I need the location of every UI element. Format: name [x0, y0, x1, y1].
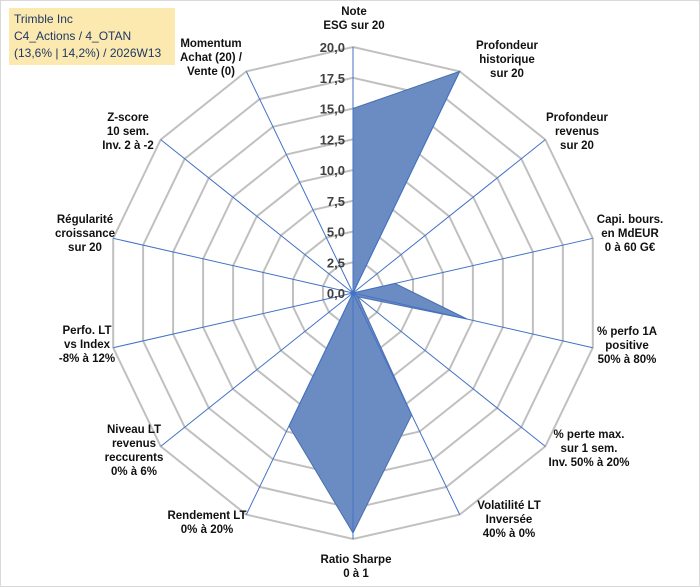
- axis-label-line: reccurents: [105, 452, 164, 464]
- axis-label-line: Inv. 2 à -2: [102, 140, 154, 152]
- axis-label-line: Inv. 50% à 20%: [549, 457, 630, 469]
- axis-spoke: [113, 237, 354, 294]
- axis-label-line: en MdEUR: [601, 228, 659, 240]
- axis-label-line: Profondeur: [546, 112, 608, 124]
- tick-label: 15,0: [320, 102, 345, 117]
- axis-label: Note ESG sur 20: [323, 6, 384, 32]
- axis-spoke: [352, 71, 461, 294]
- axis-label: Capi. bours. en MdEUR 0 à 60 G€: [597, 214, 663, 254]
- tick-label: 10,0: [320, 163, 345, 178]
- axis-label-line: Capi. bours.: [597, 214, 663, 226]
- axis-spoke: [352, 292, 593, 349]
- axis-label-line: % perfo 1A: [597, 326, 657, 338]
- axis-label-line: Niveau LT: [107, 424, 161, 436]
- tick-label: 17,5: [320, 71, 345, 86]
- axis-label-line: 10 sem.: [107, 126, 149, 138]
- axis-spoke: [113, 292, 354, 349]
- axis-label-line: Profondeur: [476, 40, 538, 52]
- axis-label-line: -8% à 12%: [59, 353, 115, 365]
- axis-label-line: sur 1 sem.: [561, 443, 618, 455]
- axis-label: Régularité croissance sur 20: [55, 214, 115, 254]
- axis-label-line: 40% à 0%: [483, 528, 535, 540]
- portfolio-path: C4_Actions / 4_OTAN: [14, 29, 132, 43]
- axis-label: % perfo 1A positive 50% à 80%: [597, 326, 657, 366]
- axis-label-line: positive: [605, 340, 648, 352]
- tick-label: 5,0: [327, 225, 345, 240]
- axis-label-line: Rendement LT: [167, 510, 246, 522]
- tick-label: 7,5: [327, 194, 345, 209]
- axis-label-line: Note: [341, 6, 367, 18]
- axis-label: % perte max. sur 1 sem. Inv. 50% à 20%: [549, 429, 630, 469]
- axis-label-line: Volatilité LT: [477, 500, 540, 512]
- axis-label-line: sur 20: [68, 242, 102, 254]
- axis-label-line: Achat (20) /: [180, 52, 243, 64]
- axis-label-line: historique: [479, 54, 535, 66]
- info-box: Trimble Inc C4_Actions / 4_OTAN (13,6% |…: [9, 8, 175, 65]
- axis-label-line: Z-score: [107, 112, 149, 124]
- axis-label: Volatilité LT Inversée 40% à 0%: [477, 500, 540, 540]
- axis-spoke: [160, 292, 354, 447]
- axis-label-line: Perfo. LT: [63, 325, 112, 337]
- axis-label-line: 0% à 6%: [111, 466, 157, 478]
- performance-summary: (13,6% | 14,2%) / 2026W13: [14, 46, 162, 60]
- axis-spoke: [245, 71, 354, 294]
- axis-label-line: 0 à 60 G€: [605, 242, 656, 254]
- axis-label-line: % perte max.: [554, 429, 625, 441]
- axis-label-line: Régularité: [57, 214, 113, 226]
- tick-label: 20,0: [320, 40, 345, 55]
- series-area: [288, 70, 468, 534]
- axis-label-line: vs Index: [64, 339, 111, 351]
- axis-spoke: [245, 292, 354, 515]
- axis-label-line: revenus: [555, 126, 599, 138]
- axis-label-line: Inversée: [486, 514, 533, 526]
- axis-label-line: 50% à 80%: [598, 354, 657, 366]
- axis-spoke: [352, 237, 593, 294]
- axis-label: Profondeur revenus sur 20: [546, 112, 608, 152]
- axis-label-line: Momentum: [180, 38, 241, 50]
- tick-label: 2,5: [327, 255, 345, 270]
- axis-label-line: revenus: [112, 438, 156, 450]
- axis-label-line: sur 20: [560, 140, 594, 152]
- axis-label: Perfo. LT vs Index -8% à 12%: [59, 325, 115, 365]
- axis-spoke: [352, 292, 546, 447]
- company-name: Trimble Inc: [14, 12, 73, 26]
- axis-label: Z-score 10 sem. Inv. 2 à -2: [102, 112, 154, 152]
- axis-label-line: ESG sur 20: [323, 20, 384, 32]
- axis-spoke: [352, 139, 546, 294]
- radar-plot: 0,0 2,5 5,0 7,5 10,0 12,5 15,0 17,5 20,0 Note ESG …: [55, 6, 663, 580]
- axis-label-line: Vente (0): [187, 66, 235, 78]
- axis-label: Rendement LT 0% à 20%: [167, 510, 246, 536]
- axis-label: Ratio Sharpe 0 à 1: [321, 554, 392, 580]
- axis-label-line: Ratio Sharpe: [321, 554, 392, 566]
- axis-label: Niveau LT revenus reccurents 0% à 6%: [105, 424, 164, 478]
- axis-label: Momentum Achat (20) / Vente (0): [180, 38, 243, 78]
- axis-label-line: croissance: [55, 228, 115, 240]
- tick-label: 12,5: [320, 132, 345, 147]
- axis-label: Profondeur historique sur 20: [476, 40, 538, 80]
- axis-label-line: 0% à 20%: [181, 524, 233, 536]
- axis-label-line: 0 à 1: [343, 568, 369, 580]
- axis-label-line: sur 20: [490, 68, 524, 80]
- tick-label: 0,0: [327, 286, 345, 301]
- axis-spoke: [352, 292, 461, 515]
- axis-spoke: [160, 139, 354, 294]
